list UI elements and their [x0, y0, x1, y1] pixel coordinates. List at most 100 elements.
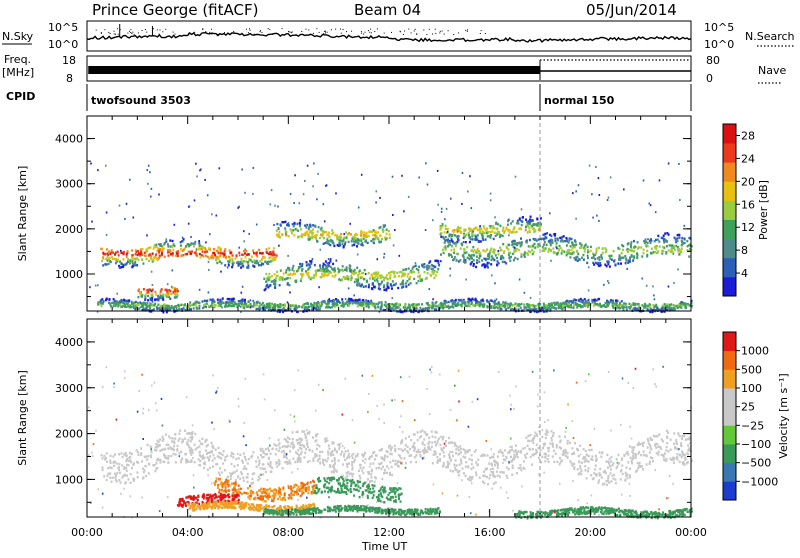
range-cell	[312, 258, 314, 260]
range-cell	[638, 465, 640, 467]
range-cell	[627, 477, 629, 479]
range-cell	[142, 248, 144, 250]
range-cell	[311, 304, 313, 306]
range-cell	[248, 253, 250, 255]
range-cell	[631, 241, 633, 243]
range-cell	[117, 258, 119, 260]
range-cell	[481, 259, 483, 261]
range-cell	[475, 239, 477, 241]
range-cell	[393, 284, 395, 286]
range-cell	[154, 464, 156, 466]
range-cell	[323, 275, 325, 277]
range-cell	[629, 468, 631, 470]
range-cell	[623, 188, 625, 190]
range-cell	[393, 305, 395, 307]
range-cell	[102, 469, 104, 471]
range-cell	[503, 252, 505, 254]
range-cell	[151, 304, 153, 306]
range-cell	[371, 304, 373, 306]
range-cell	[559, 237, 561, 239]
range-cell	[442, 237, 444, 239]
range-cell	[548, 306, 550, 308]
range-cell	[643, 180, 645, 182]
range-cell	[490, 225, 492, 227]
range-cell	[523, 460, 525, 462]
range-cell	[265, 281, 267, 283]
range-cell	[192, 451, 194, 453]
range-cell	[175, 461, 177, 463]
range-cell	[449, 268, 451, 270]
range-cell	[342, 301, 344, 303]
range-cell	[229, 472, 231, 474]
range-cell	[603, 471, 605, 473]
range-cell	[482, 249, 484, 251]
nsearch-point	[96, 30, 97, 31]
range-cell	[657, 435, 659, 437]
range-cell	[210, 305, 212, 307]
range-cell	[218, 305, 220, 307]
range-cell	[553, 432, 555, 434]
range-cell	[502, 230, 504, 232]
range-cell	[238, 252, 240, 254]
range-cell	[498, 233, 500, 235]
range-cell	[312, 436, 314, 438]
range-cell	[397, 287, 399, 289]
range-cell	[589, 165, 591, 167]
range-cell	[250, 303, 252, 305]
range-cell	[555, 453, 557, 455]
range-cell	[224, 248, 226, 250]
range-cell	[612, 477, 614, 479]
range-cell	[435, 302, 437, 304]
range-cell	[413, 278, 415, 280]
range-cell	[368, 286, 370, 288]
nsearch-point	[159, 34, 160, 35]
range-cell	[432, 298, 434, 300]
range-cell	[423, 263, 425, 265]
range-cell	[646, 463, 648, 465]
range-cell	[213, 305, 215, 307]
nsearch-point	[233, 31, 234, 32]
range-cell	[359, 475, 361, 477]
nsearch-point	[323, 33, 324, 34]
range-cell	[293, 202, 295, 204]
range-cell	[169, 307, 171, 309]
range-cell	[253, 302, 255, 304]
range-cell	[374, 234, 376, 236]
range-cell	[367, 280, 369, 282]
range-cell	[144, 252, 146, 254]
nsearch-point	[481, 30, 482, 31]
range-cell	[369, 277, 371, 279]
range-cell	[455, 459, 457, 461]
range-cell	[328, 302, 330, 304]
range-cell	[475, 471, 477, 473]
range-cell	[353, 270, 355, 272]
range-cell	[358, 276, 360, 278]
range-cell	[617, 262, 619, 264]
range-cell	[508, 254, 510, 256]
range-cell	[462, 302, 464, 304]
range-cell	[444, 231, 446, 233]
range-cell	[153, 259, 155, 261]
range-cell	[461, 203, 463, 205]
nsearch-point	[335, 29, 336, 30]
range-cell	[236, 469, 238, 471]
range-cell	[548, 304, 550, 306]
nsearch-point	[480, 33, 481, 34]
range-cell	[569, 442, 571, 444]
range-cell	[242, 265, 244, 267]
range-cell	[565, 451, 567, 453]
range-cell	[478, 261, 480, 263]
range-cell	[493, 238, 495, 240]
range-cell	[465, 279, 467, 281]
range-cell	[665, 240, 667, 242]
range-cell	[107, 259, 109, 261]
range-cell	[110, 305, 112, 307]
range-cell	[565, 302, 567, 304]
range-cell	[245, 256, 247, 258]
range-cell	[663, 456, 665, 458]
range-cell	[131, 467, 133, 469]
range-cell	[495, 481, 497, 483]
range-cell	[327, 451, 329, 453]
range-cell	[195, 253, 197, 255]
range-cell	[500, 258, 502, 260]
